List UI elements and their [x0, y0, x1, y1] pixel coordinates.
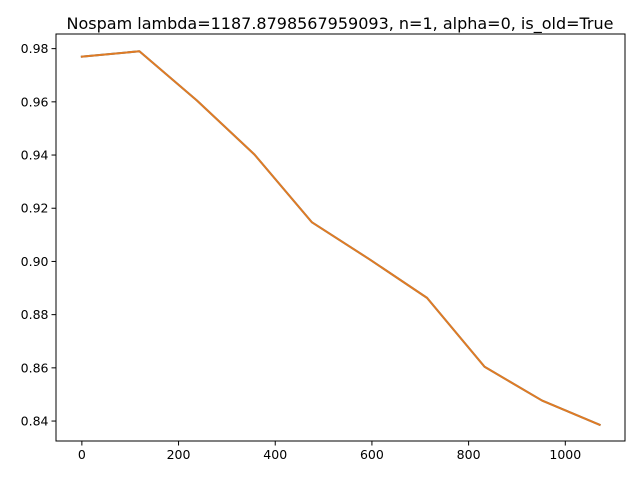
x-tick-label: 400	[263, 447, 287, 462]
y-tick-label: 0.84	[21, 414, 49, 429]
x-tick-label: 1000	[549, 447, 581, 462]
plot-area-frame	[55, 33, 626, 442]
y-tick-label: 0.98	[21, 41, 49, 56]
y-tick-label: 0.86	[21, 360, 49, 375]
y-tick-label: 0.92	[21, 201, 49, 216]
y-tick-label: 0.88	[21, 307, 49, 322]
y-tick-label: 0.90	[21, 254, 49, 269]
series-layer	[80, 50, 601, 427]
y-tick-label: 0.96	[21, 94, 49, 109]
x-axis: 0 200 400 600 800 1000	[78, 441, 581, 462]
x-tick-label: 0	[78, 447, 86, 462]
chart-title: Nospam lambda=1187.8798567959093, n=1, a…	[67, 14, 614, 34]
x-tick-label: 200	[167, 447, 191, 462]
series-line-2	[80, 50, 601, 427]
y-tick-label: 0.94	[21, 148, 49, 163]
x-tick-label: 800	[457, 447, 481, 462]
x-tick-label: 600	[360, 447, 384, 462]
y-axis: 0.84 0.86 0.88 0.90 0.92 0.94 0.96 0.98	[21, 41, 56, 429]
series-line-1	[80, 50, 601, 427]
